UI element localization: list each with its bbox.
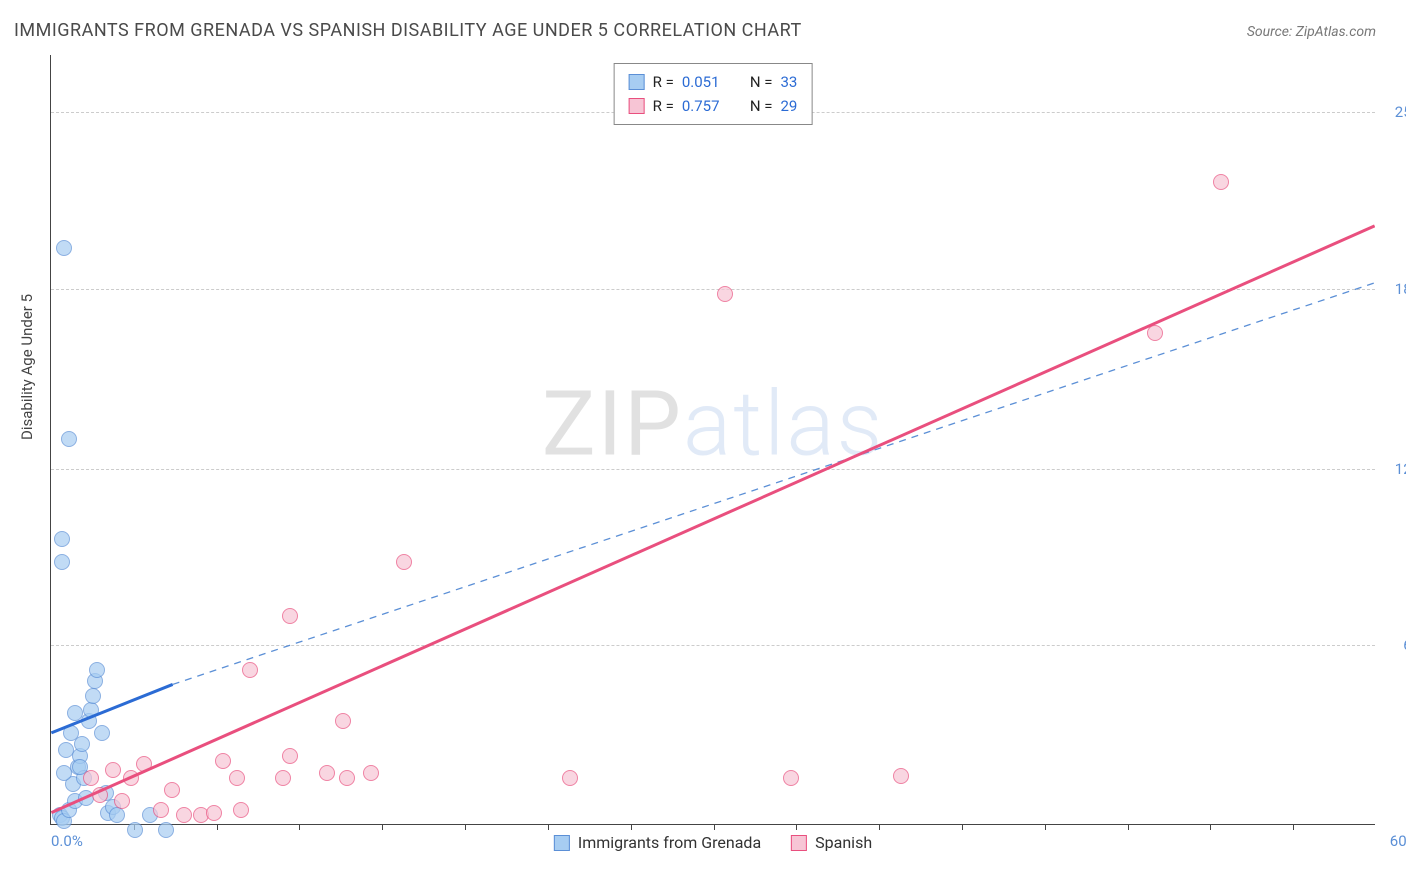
x-axis-tick-max: 60.0% <box>1390 832 1406 850</box>
source-attribution: Source: ZipAtlas.com <box>1247 24 1376 40</box>
legend-swatch-1 <box>629 74 645 90</box>
x-axis-tick-mark <box>465 824 466 830</box>
data-point <box>92 787 108 803</box>
watermark-zip: ZIP <box>542 372 683 477</box>
data-point <box>105 762 121 778</box>
data-point <box>127 822 143 838</box>
data-point <box>206 805 222 821</box>
data-point <box>176 807 192 823</box>
data-point <box>275 770 291 786</box>
chart-title: IMMIGRANTS FROM GRENADA VS SPANISH DISAB… <box>14 20 802 41</box>
x-axis-tick-mark <box>1210 824 1211 830</box>
data-point <box>123 770 139 786</box>
gridline <box>51 289 1375 290</box>
data-point <box>282 748 298 764</box>
data-point <box>61 431 77 447</box>
watermark-atlas: atlas <box>683 372 884 477</box>
x-axis-tick-min: 0.0% <box>51 832 83 850</box>
data-point <box>56 765 72 781</box>
data-point <box>83 702 99 718</box>
data-point <box>319 765 335 781</box>
data-point <box>153 802 169 818</box>
y-axis-label: Disability Age Under 5 <box>18 294 36 440</box>
data-point <box>54 554 70 570</box>
source-name[interactable]: ZipAtlas.com <box>1296 24 1376 40</box>
data-point <box>109 807 125 823</box>
data-point <box>158 822 174 838</box>
data-point <box>67 705 83 721</box>
x-axis-tick-mark <box>548 824 549 830</box>
x-axis-tick-mark <box>299 824 300 830</box>
data-point <box>783 770 799 786</box>
watermark: ZIPatlas <box>542 372 884 477</box>
y-axis-tick: 12.5% <box>1380 460 1406 478</box>
data-point <box>54 531 70 547</box>
data-point <box>89 662 105 678</box>
gridline <box>51 645 1375 646</box>
legend-item-2: Spanish <box>791 833 872 852</box>
data-point <box>94 725 110 741</box>
legend-item-1: Immigrants from Grenada <box>554 833 761 852</box>
legend-r-label-2: R = <box>653 94 674 118</box>
legend-swatch-2 <box>629 98 645 114</box>
legend-swatch-2b <box>791 835 807 851</box>
data-point <box>717 286 733 302</box>
data-point <box>233 802 249 818</box>
x-axis-tick-mark <box>382 824 383 830</box>
x-axis-tick-mark <box>879 824 880 830</box>
data-point <box>63 725 79 741</box>
data-point <box>229 770 245 786</box>
x-axis-tick-mark <box>1045 824 1046 830</box>
x-axis-tick-mark <box>796 824 797 830</box>
y-axis-tick: 6.3% <box>1380 636 1406 654</box>
chart-container: IMMIGRANTS FROM GRENADA VS SPANISH DISAB… <box>0 0 1406 892</box>
data-point <box>562 770 578 786</box>
x-axis-tick-mark <box>1293 824 1294 830</box>
y-axis-tick: 25.0% <box>1380 103 1406 121</box>
legend-row-series-1: R = 0.051 N = 33 <box>629 70 798 94</box>
data-point <box>363 765 379 781</box>
legend-n-label-2: N = <box>750 94 773 118</box>
data-point <box>282 608 298 624</box>
data-point <box>83 770 99 786</box>
x-axis-tick-mark <box>962 824 963 830</box>
legend-swatch-1b <box>554 835 570 851</box>
legend-correlation-box: R = 0.051 N = 33 R = 0.757 N = 29 <box>614 63 813 125</box>
data-point <box>114 793 130 809</box>
legend-r-value-2: 0.757 <box>682 94 732 118</box>
data-point <box>85 688 101 704</box>
gridline <box>51 469 1375 470</box>
plot-area: ZIPatlas R = 0.051 N = 33 R = 0.757 N = … <box>50 55 1375 825</box>
regression-lines <box>51 55 1375 824</box>
legend-n-value-1: 33 <box>780 70 797 94</box>
legend-n-value-2: 29 <box>780 94 797 118</box>
x-axis-tick-mark <box>1128 824 1129 830</box>
data-point <box>335 713 351 729</box>
data-point <box>136 756 152 772</box>
legend-n-label-1: N = <box>750 70 773 94</box>
y-axis-tick: 18.8% <box>1380 280 1406 298</box>
legend-row-series-2: R = 0.757 N = 29 <box>629 94 798 118</box>
data-point <box>164 782 180 798</box>
data-point <box>1213 174 1229 190</box>
data-point <box>58 742 74 758</box>
data-point <box>396 554 412 570</box>
legend-label-1: Immigrants from Grenada <box>578 833 761 852</box>
x-axis-tick-mark <box>631 824 632 830</box>
x-axis-tick-mark <box>714 824 715 830</box>
x-axis-tick-mark <box>217 824 218 830</box>
data-point <box>242 662 258 678</box>
data-point <box>215 753 231 769</box>
source-label: Source: <box>1247 24 1296 40</box>
data-point <box>56 240 72 256</box>
legend-r-label-1: R = <box>653 70 674 94</box>
legend-series-names: Immigrants from Grenada Spanish <box>554 833 872 852</box>
legend-label-2: Spanish <box>815 833 872 852</box>
legend-r-value-1: 0.051 <box>682 70 732 94</box>
data-point <box>893 768 909 784</box>
data-point <box>339 770 355 786</box>
data-point <box>1147 325 1163 341</box>
